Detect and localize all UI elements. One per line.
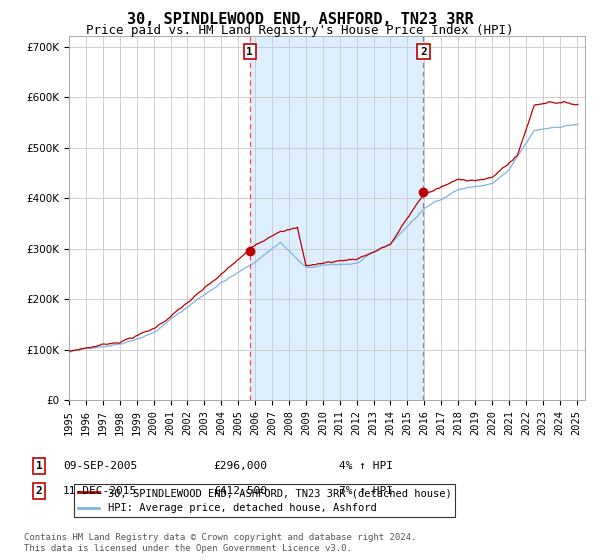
Text: 4% ↑ HPI: 4% ↑ HPI [339,461,393,471]
Text: 11-DEC-2015: 11-DEC-2015 [63,486,137,496]
Text: £412,500: £412,500 [213,486,267,496]
Text: Contains HM Land Registry data © Crown copyright and database right 2024.
This d: Contains HM Land Registry data © Crown c… [24,533,416,553]
Text: 2: 2 [35,486,43,496]
Text: 1: 1 [35,461,43,471]
Legend: 30, SPINDLEWOOD END, ASHFORD, TN23 3RR (detached house), HPI: Average price, det: 30, SPINDLEWOOD END, ASHFORD, TN23 3RR (… [74,484,455,517]
Text: 1: 1 [247,46,253,57]
Text: 7% ↑ HPI: 7% ↑ HPI [339,486,393,496]
Text: 2: 2 [420,46,427,57]
Text: £296,000: £296,000 [213,461,267,471]
Text: 30, SPINDLEWOOD END, ASHFORD, TN23 3RR: 30, SPINDLEWOOD END, ASHFORD, TN23 3RR [127,12,473,27]
Bar [250,36,424,400]
Text: Price paid vs. HM Land Registry's House Price Index (HPI): Price paid vs. HM Land Registry's House … [86,24,514,37]
Text: 09-SEP-2005: 09-SEP-2005 [63,461,137,471]
